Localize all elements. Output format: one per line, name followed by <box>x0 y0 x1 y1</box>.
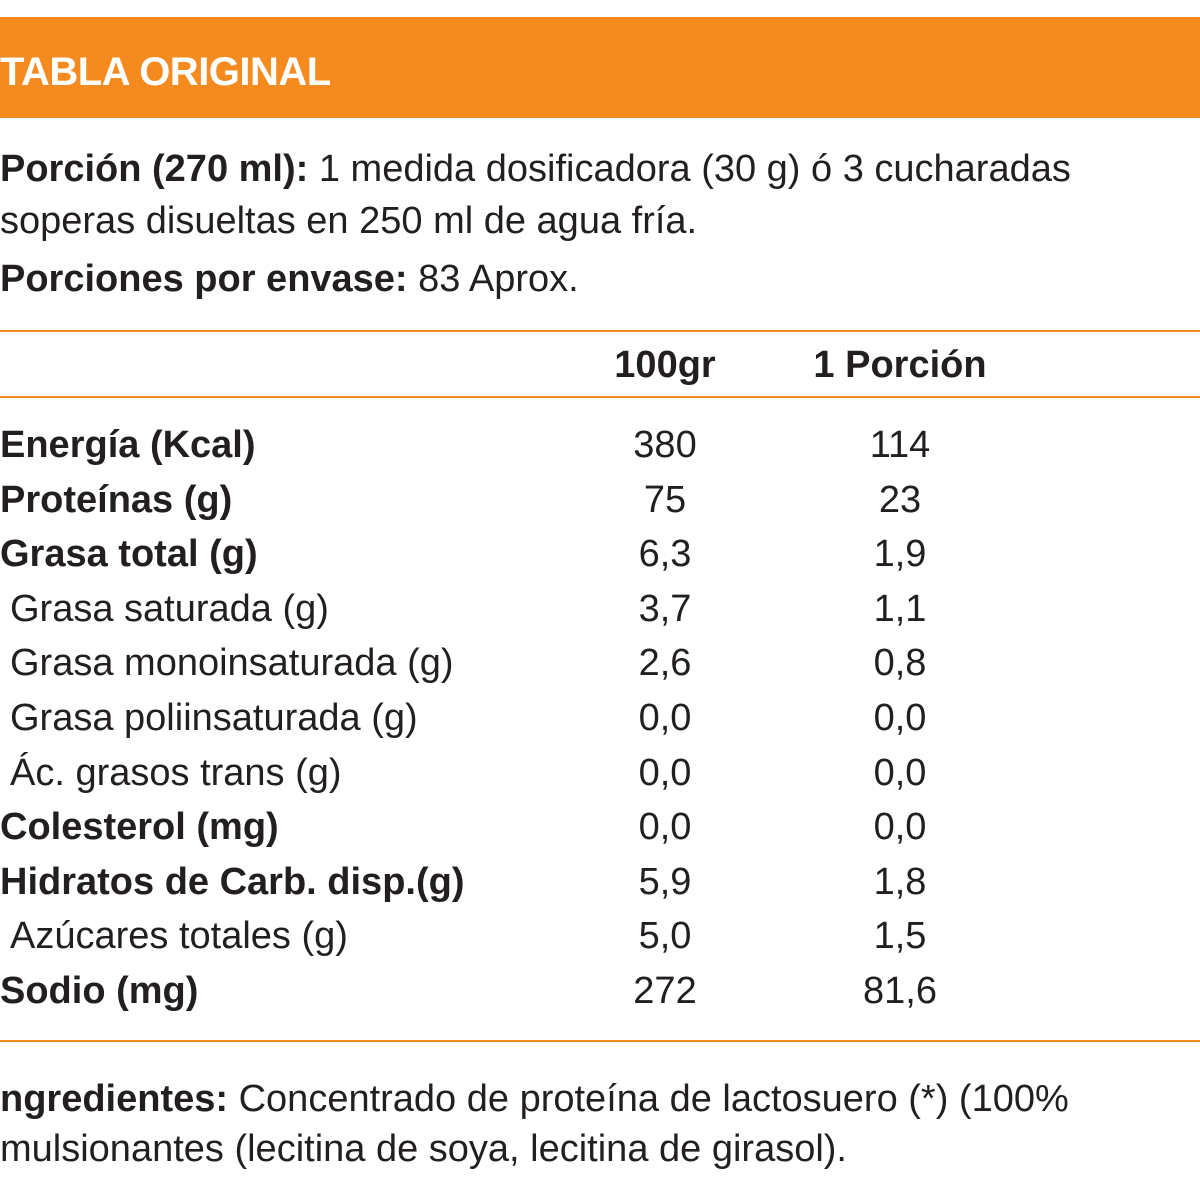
row-value-portion: 1,5 <box>873 915 927 958</box>
table-row: Energía (Kcal) 380 114 <box>0 418 1200 473</box>
table-row: Grasa saturada (g) 3,7 1,1 <box>0 582 1200 637</box>
row-label: Grasa poliinsaturada (g) <box>10 696 418 739</box>
row-label: Azúcares totales (g) <box>10 915 348 958</box>
row-value-100g: 0,0 <box>638 751 692 794</box>
row-value-portion: 1,1 <box>873 587 927 630</box>
column-header-100g: 100gr <box>614 344 716 386</box>
nutrition-table: Energía (Kcal) 380 114 Proteínas (g) 75 … <box>0 418 1200 1019</box>
row-label: Grasa monoinsaturada (g) <box>10 642 454 685</box>
portion-info: Porción (270 ml): 1 medida dosificadora … <box>0 143 1200 305</box>
row-value-100g: 6,3 <box>638 533 692 576</box>
table-title: TABLA ORIGINAL <box>0 50 331 94</box>
ingredients-block: ngredientes: Concentrado de proteína de … <box>0 1074 1200 1174</box>
portion-text-2: soperas disueltas en 250 ml de agua fría… <box>0 200 698 242</box>
row-value-100g: 380 <box>633 424 697 466</box>
table-row: Grasa monoinsaturada (g) 2,6 0,8 <box>0 636 1200 691</box>
row-value-100g: 3,7 <box>638 587 692 630</box>
row-value-portion: 0,0 <box>873 806 927 849</box>
row-value-100g: 75 <box>643 478 687 521</box>
row-label: Grasa saturada (g) <box>10 587 329 630</box>
portion-label: Porción (270 ml): <box>0 148 309 190</box>
servings-value: 83 Aprox. <box>407 258 579 300</box>
table-row: Sodio (mg) 272 81,6 <box>0 964 1200 1019</box>
row-label: Proteínas (g) <box>0 478 233 521</box>
portion-text-1: 1 medida dosificadora (30 g) ó 3 cuchara… <box>308 148 1071 190</box>
table-row: Grasa poliinsaturada (g) 0,0 0,0 <box>0 691 1200 746</box>
row-value-100g: 272 <box>633 969 697 1012</box>
row-label: Sodio (mg) <box>0 969 199 1012</box>
table-row: Ác. grasos trans (g) 0,0 0,0 <box>0 746 1200 801</box>
row-label: Energía (Kcal) <box>0 424 256 466</box>
row-value-portion: 81,6 <box>863 969 937 1012</box>
servings-label: Porciones por envase: <box>0 258 408 300</box>
column-header-portion: 1 Porción <box>813 344 987 386</box>
row-label: Grasa total (g) <box>0 533 258 576</box>
table-row: Grasa total (g) 6,3 1,9 <box>0 527 1200 582</box>
ingredients-line-2: mulsionantes (lecitina de soya, lecitina… <box>0 1124 1200 1174</box>
row-value-portion: 0,0 <box>873 751 927 794</box>
table-row: Colesterol (mg) 0,0 0,0 <box>0 800 1200 855</box>
row-value-100g: 0,0 <box>638 806 692 849</box>
row-label: Colesterol (mg) <box>0 806 279 849</box>
ingredients-text-2: mulsionantes (lecitina de soya, lecitina… <box>0 1128 847 1170</box>
divider-top <box>0 330 1200 332</box>
table-row: Proteínas (g) 75 23 <box>0 473 1200 528</box>
row-value-portion: 1,8 <box>873 860 927 903</box>
ingredients-line-1: ngredientes: Concentrado de proteína de … <box>0 1074 1200 1124</box>
ingredients-label: ngredientes: <box>0 1078 229 1120</box>
row-label: Hidratos de Carb. disp.(g) <box>0 860 465 903</box>
ingredients-text-1: Concentrado de proteína de lactosuero (*… <box>228 1078 1069 1120</box>
divider-bottom <box>0 1040 1200 1042</box>
row-value-100g: 5,9 <box>638 860 692 903</box>
row-value-100g: 5,0 <box>638 915 692 958</box>
table-row: Azúcares totales (g) 5,0 1,5 <box>0 909 1200 964</box>
header-bar <box>0 17 1200 118</box>
row-label: Ác. grasos trans (g) <box>10 751 342 794</box>
row-value-portion: 1,9 <box>873 533 927 576</box>
portion-line-1: Porción (270 ml): 1 medida dosificadora … <box>0 143 1200 195</box>
row-value-portion: 0,8 <box>873 642 927 685</box>
row-value-portion: 0,0 <box>873 696 927 739</box>
table-row: Hidratos de Carb. disp.(g) 5,9 1,8 <box>0 855 1200 910</box>
divider-header <box>0 396 1200 398</box>
row-value-100g: 0,0 <box>638 696 692 739</box>
row-value-portion: 23 <box>878 478 922 521</box>
row-value-portion: 114 <box>869 424 931 466</box>
servings-line: Porciones por envase: 83 Aprox. <box>0 253 1200 305</box>
portion-line-2: soperas disueltas en 250 ml de agua fría… <box>0 195 1200 247</box>
row-value-100g: 2,6 <box>638 642 692 685</box>
